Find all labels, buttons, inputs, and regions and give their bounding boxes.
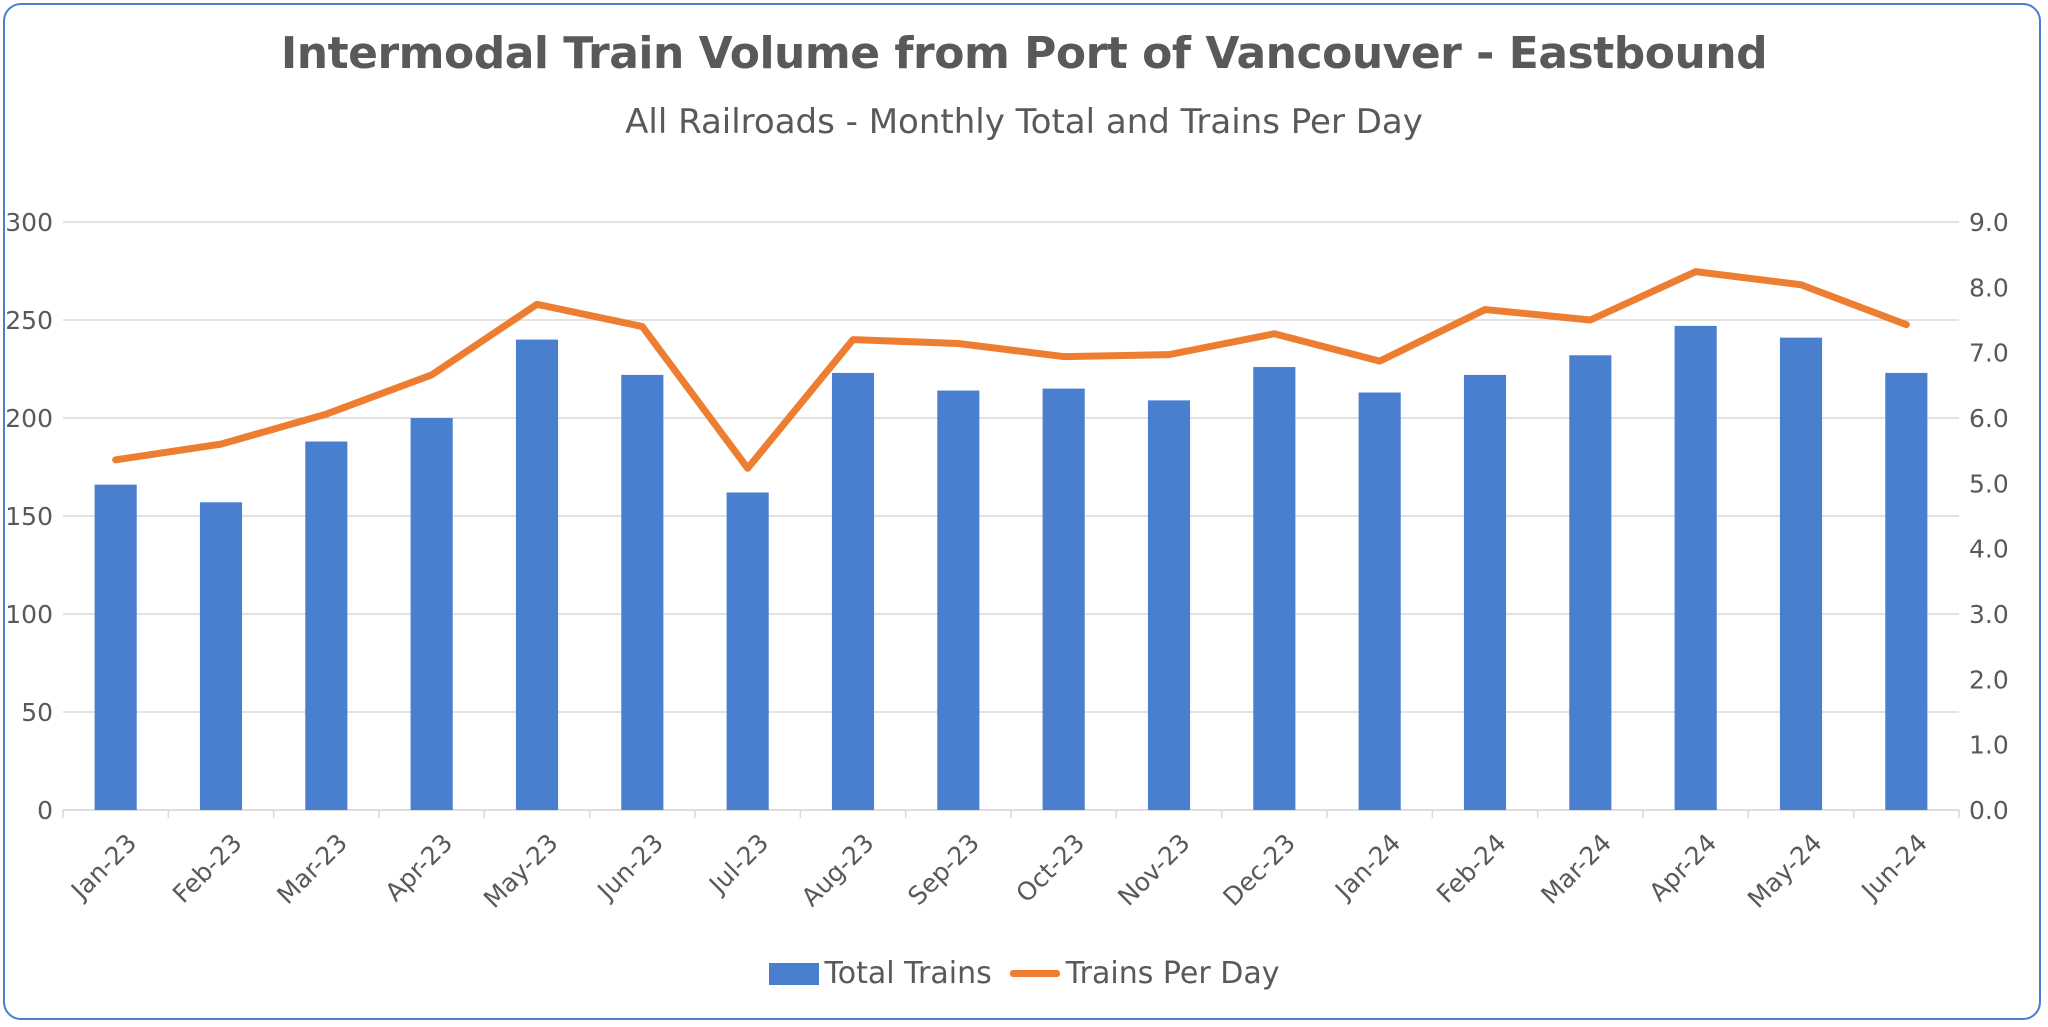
legend-item-trains-per-day: Trains Per Day — [1009, 956, 1280, 991]
chart-title: Intermodal Train Volume from Port of Van… — [280, 28, 1768, 79]
y-right-tick-label: 0.0 — [1969, 796, 2009, 825]
chart-subtitle: All Railroads - Monthly Total and Trains… — [625, 102, 1423, 142]
y-right-tick-label: 1.0 — [1969, 731, 2009, 760]
x-tick-label: Feb-23 — [167, 828, 248, 909]
bar-oct-23 — [1042, 388, 1085, 810]
y-left-tick-label: 100 — [5, 600, 53, 629]
bar-nov-23 — [1147, 400, 1191, 810]
legend-item-total-trains: Total Trains — [768, 956, 992, 991]
bar-sep-23 — [937, 390, 980, 810]
y-left-tick-label: 250 — [5, 306, 53, 335]
bar-mar-24 — [1569, 355, 1612, 810]
bar-jan-24 — [1358, 392, 1401, 810]
bar-dec-23 — [1253, 367, 1296, 810]
y-right-tick-label: 6.0 — [1969, 404, 2009, 433]
bar-feb-24 — [1463, 374, 1507, 810]
x-tick-label: Mar-23 — [271, 828, 353, 910]
x-tick-label: Aug-23 — [796, 828, 880, 912]
x-tick-label: Mar-24 — [1535, 828, 1617, 910]
bar-jun-24 — [1885, 372, 1928, 810]
bar-jan-23 — [94, 484, 137, 810]
bar-feb-23 — [199, 502, 243, 810]
x-tick-label: Apr-23 — [379, 828, 458, 907]
bar-may-24 — [1779, 337, 1823, 810]
x-tick-label: Oct-23 — [1010, 828, 1090, 908]
x-tick-label: May-24 — [1742, 828, 1828, 914]
legend-swatch-line — [1009, 970, 1060, 977]
x-tick-label: Apr-24 — [1643, 828, 1722, 907]
y-right-tick-label: 3.0 — [1969, 600, 2009, 629]
bar-may-23 — [515, 339, 559, 810]
x-tick-label: Jul-23 — [702, 828, 774, 900]
y-right-tick-label: 9.0 — [1969, 208, 2009, 237]
y-left-tick-label: 300 — [5, 208, 53, 237]
bar-jun-23 — [621, 374, 664, 810]
x-tick-label: May-23 — [478, 828, 564, 914]
legend-swatch-bar — [768, 962, 819, 985]
bar-jul-23 — [726, 492, 769, 810]
chart-frame — [3, 3, 2041, 1020]
x-tick-label: Dec-23 — [1217, 828, 1301, 912]
y-left-tick-label: 150 — [5, 502, 53, 531]
y-right-tick-label: 8.0 — [1969, 273, 2009, 302]
legend-label: Trains Per Day — [1065, 956, 1280, 991]
y-right-tick-label: 5.0 — [1969, 469, 2009, 498]
x-tick-label: Jun-24 — [1855, 828, 1933, 906]
x-tick-label: Sep-23 — [902, 828, 985, 911]
bar-apr-23 — [410, 418, 453, 810]
y-right-tick-label: 4.0 — [1969, 535, 2009, 564]
bar-apr-24 — [1674, 325, 1717, 810]
x-tick-label: Jan-23 — [64, 828, 142, 906]
y-left-tick-label: 50 — [21, 698, 53, 727]
bar-aug-23 — [831, 372, 875, 810]
legend-label: Total Trains — [824, 956, 992, 991]
y-right-tick-label: 2.0 — [1969, 665, 2009, 694]
y-left-tick-label: 0 — [37, 796, 53, 825]
legend: Total Trains Trains Per Day — [0, 956, 2048, 991]
x-tick-label: Jan-24 — [1328, 828, 1406, 906]
bar-mar-23 — [305, 441, 348, 810]
x-tick-label: Nov-23 — [1112, 828, 1195, 911]
x-tick-label: Feb-24 — [1431, 828, 1512, 909]
x-tick-label: Jun-23 — [591, 828, 669, 906]
y-right-tick-label: 7.0 — [1969, 339, 2009, 368]
line-trains-per-day — [112, 268, 1910, 472]
y-left-tick-label: 200 — [5, 404, 53, 433]
